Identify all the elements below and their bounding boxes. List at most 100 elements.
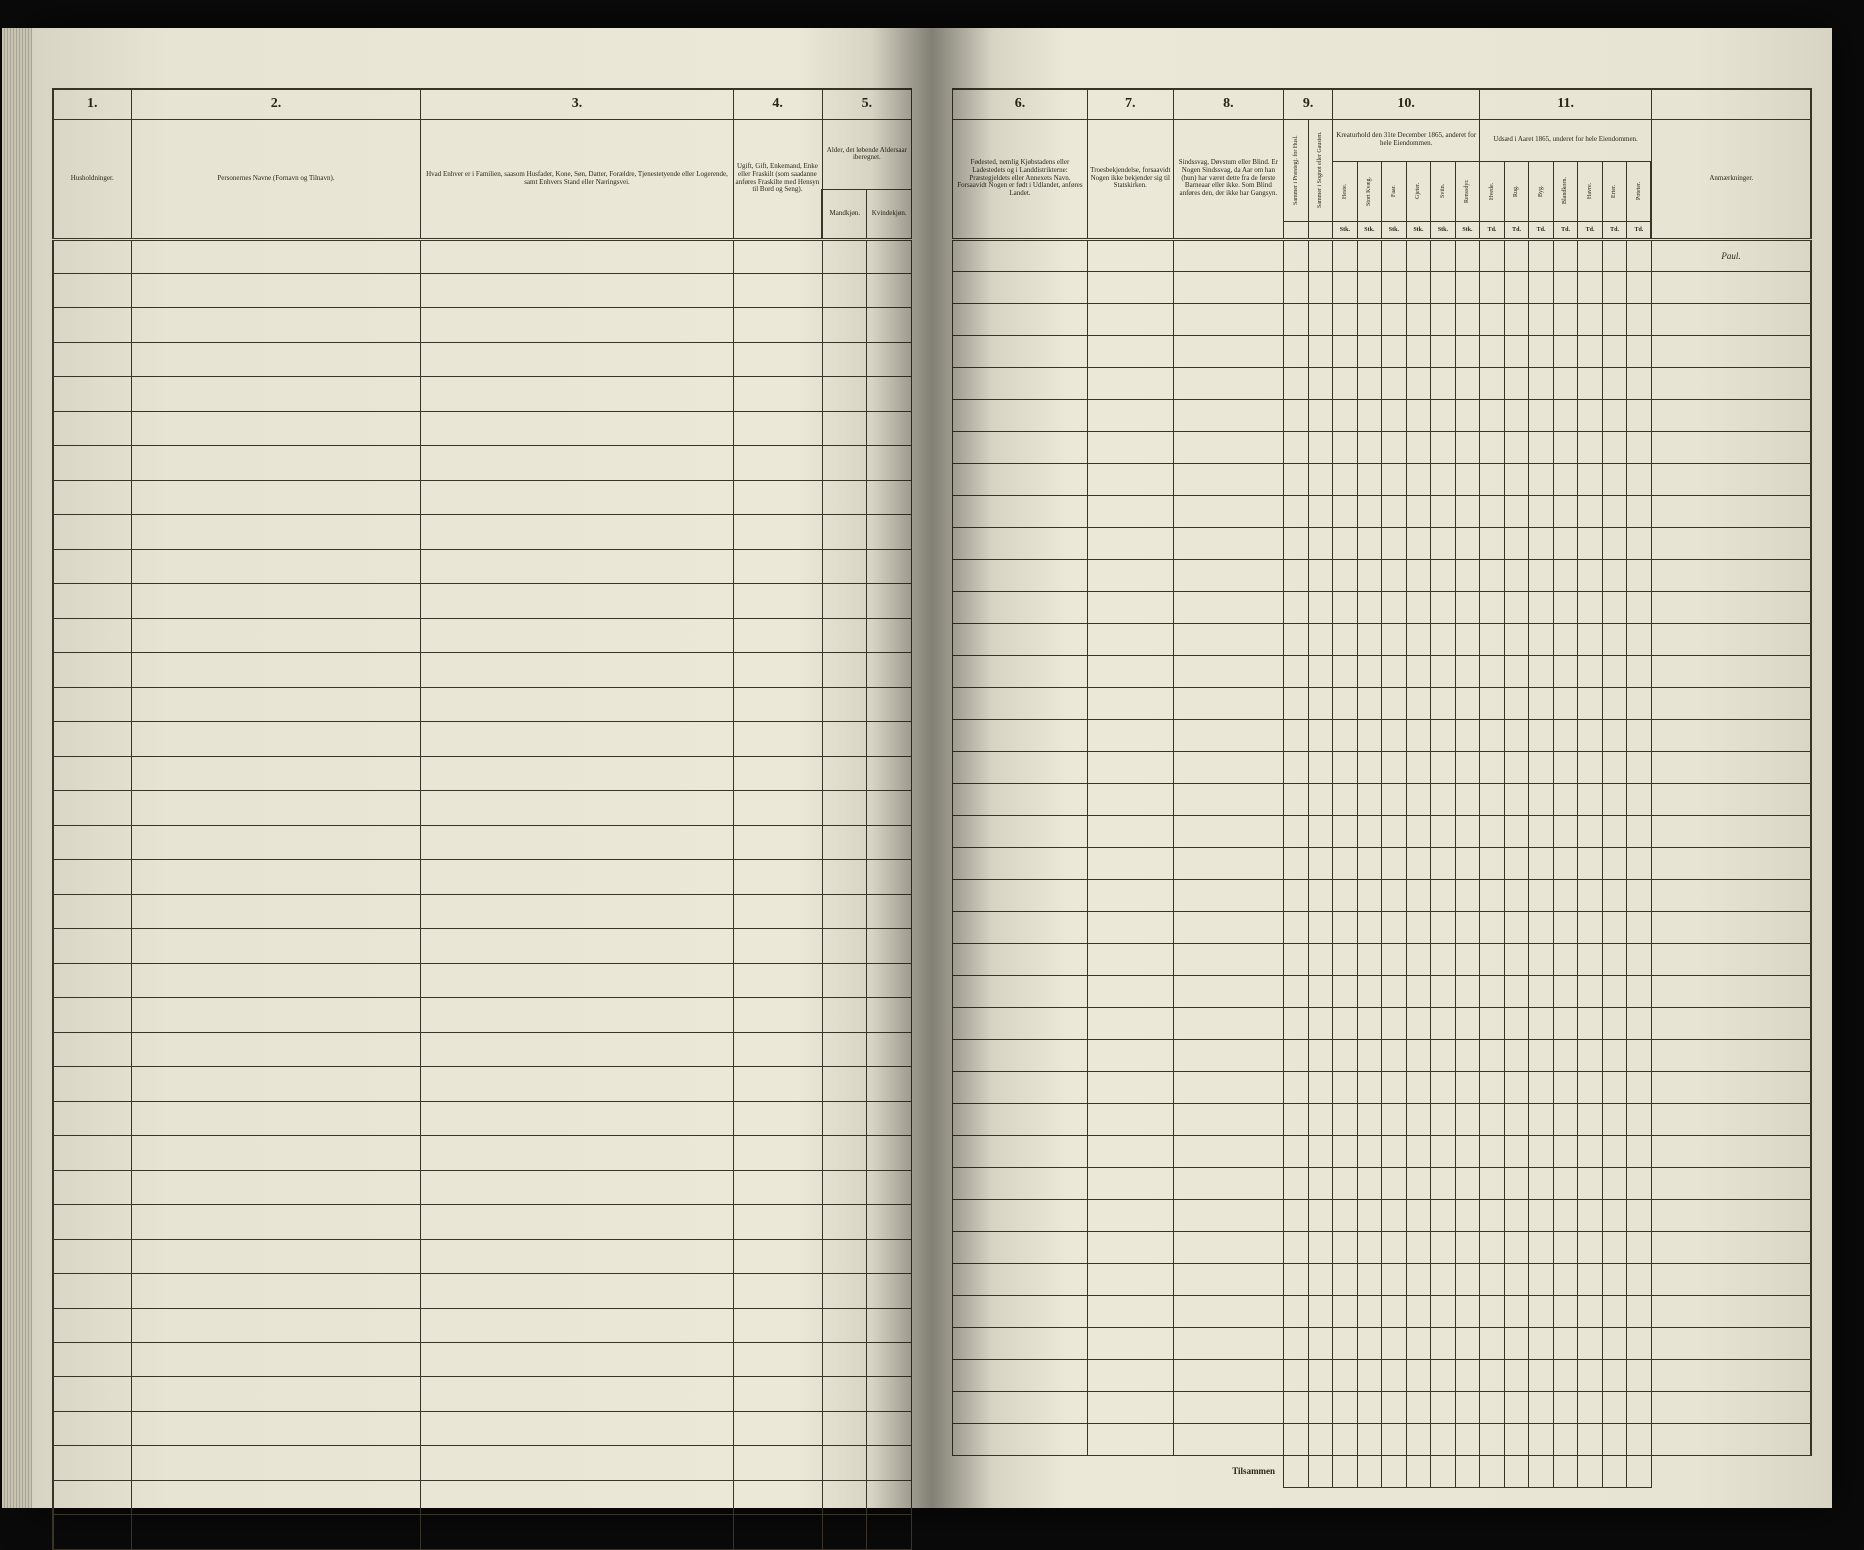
table-cell <box>1173 1167 1283 1199</box>
table-cell <box>1529 1263 1554 1295</box>
header-husholdninger: Husholdninger. <box>53 119 131 239</box>
table-cell <box>1333 1263 1358 1295</box>
table-row <box>53 653 912 687</box>
header-col9a: Sammer i Præstegj. for Husl. <box>1284 119 1309 221</box>
table-cell <box>1602 1455 1627 1487</box>
table-cell <box>1480 495 1505 527</box>
table-cell <box>1087 271 1173 303</box>
table-cell <box>1431 1327 1456 1359</box>
table-cell <box>1504 1295 1529 1327</box>
table-cell <box>1173 335 1283 367</box>
table-cell <box>867 825 912 859</box>
table-cell <box>1651 335 1811 367</box>
table-cell <box>1406 335 1431 367</box>
unit-stk-2: Stk. <box>1357 221 1382 239</box>
table-cell <box>1308 1263 1333 1295</box>
table-cell <box>733 239 822 273</box>
table-cell <box>867 963 912 997</box>
table-cell <box>1602 1263 1627 1295</box>
table-cell <box>1480 751 1505 783</box>
table-cell <box>1455 751 1480 783</box>
table-row <box>953 783 1812 815</box>
table-cell <box>1578 783 1603 815</box>
table-cell <box>1651 911 1811 943</box>
table-cell <box>1382 687 1407 719</box>
table-cell <box>1504 655 1529 687</box>
table-cell <box>1455 463 1480 495</box>
table-cell <box>1651 1039 1811 1071</box>
table-cell <box>1602 527 1627 559</box>
col-num-4: 4. <box>733 89 822 119</box>
table-cell <box>1406 1327 1431 1359</box>
table-cell <box>733 1239 822 1273</box>
table-cell <box>1455 1231 1480 1263</box>
table-cell <box>1529 1359 1554 1391</box>
table-cell <box>1602 271 1627 303</box>
table-cell <box>1578 559 1603 591</box>
table-cell <box>1087 1391 1173 1423</box>
table-cell <box>1308 1359 1333 1391</box>
table-cell <box>1627 271 1652 303</box>
table-cell <box>1333 431 1358 463</box>
table-cell <box>1357 1295 1382 1327</box>
table-cell <box>1627 559 1652 591</box>
table-cell <box>1357 1103 1382 1135</box>
table-cell <box>1357 847 1382 879</box>
table-cell <box>1087 559 1173 591</box>
header-udsaed-title: Udsæd i Aaret 1865, underet for hele Eie… <box>1480 119 1652 161</box>
table-cell <box>1308 911 1333 943</box>
table-cell <box>733 1136 822 1170</box>
table-cell <box>953 271 1088 303</box>
table-cell <box>1602 1007 1627 1039</box>
table-cell <box>131 1101 421 1135</box>
table-cell <box>1308 1135 1333 1167</box>
table-cell <box>1627 1359 1652 1391</box>
table-cell <box>1284 847 1309 879</box>
table-cell <box>53 618 131 652</box>
table-cell <box>1504 559 1529 591</box>
sub-hvede: Hvede. <box>1480 161 1505 221</box>
table-cell <box>1308 1039 1333 1071</box>
table-cell <box>1578 1423 1603 1455</box>
table-cell <box>1455 847 1480 879</box>
table-cell <box>1308 527 1333 559</box>
table-cell <box>867 411 912 445</box>
table-cell <box>867 549 912 583</box>
table-row <box>53 1205 912 1239</box>
table-cell <box>1578 1231 1603 1263</box>
table-cell <box>1504 751 1529 783</box>
table-cell <box>1480 1103 1505 1135</box>
col-num-6: 6. <box>953 89 1088 119</box>
table-cell <box>1382 1327 1407 1359</box>
table-cell <box>1651 591 1811 623</box>
table-cell <box>1529 1199 1554 1231</box>
table-row <box>53 411 912 445</box>
table-cell <box>421 653 733 687</box>
table-cell <box>1308 591 1333 623</box>
table-cell <box>822 1136 867 1170</box>
table-cell <box>1431 1039 1456 1071</box>
table-cell <box>1173 847 1283 879</box>
table-cell <box>1284 335 1309 367</box>
unit-td-3: Td. <box>1529 221 1554 239</box>
table-cell <box>1529 591 1554 623</box>
table-cell <box>1087 1039 1173 1071</box>
table-cell <box>131 1480 421 1514</box>
table-cell <box>867 1274 912 1308</box>
table-cell <box>1553 367 1578 399</box>
table-cell <box>1406 1103 1431 1135</box>
table-cell <box>1627 431 1652 463</box>
table-cell <box>1480 1359 1505 1391</box>
table-row <box>953 1391 1812 1423</box>
table-cell <box>1284 911 1309 943</box>
table-cell <box>1357 1327 1382 1359</box>
table-cell <box>1504 1071 1529 1103</box>
table-cell <box>1553 335 1578 367</box>
right-page: 6. 7. 8. 9. 10. 11. Fødested, nemlig Kjø… <box>932 28 1832 1508</box>
table-cell <box>1627 1167 1652 1199</box>
table-cell <box>1651 463 1811 495</box>
table-cell <box>1455 1263 1480 1295</box>
table-cell <box>1455 271 1480 303</box>
table-cell <box>1357 495 1382 527</box>
table-row <box>53 1067 912 1101</box>
